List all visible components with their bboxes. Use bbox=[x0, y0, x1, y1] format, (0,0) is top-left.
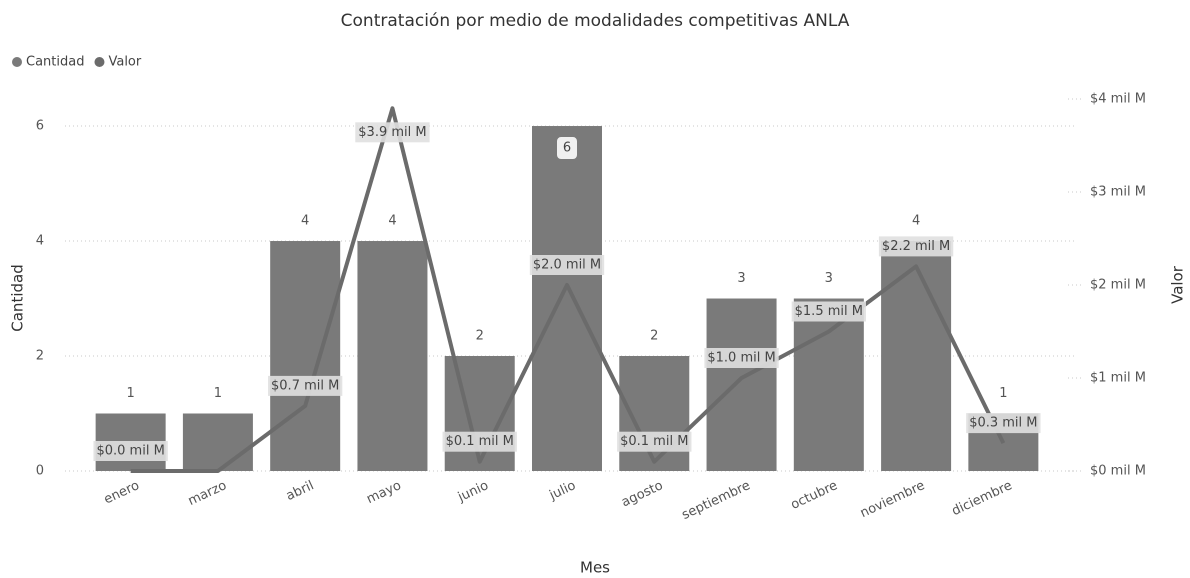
data-label-box bbox=[791, 301, 866, 322]
y2-tick-label: $2 mil M bbox=[1090, 278, 1146, 293]
y2-tick-label: $0 mil M bbox=[1090, 464, 1146, 479]
x-tick-label: noviembre bbox=[858, 478, 927, 521]
y-tick-label: 2 bbox=[36, 349, 44, 364]
x-tick-label: abril bbox=[284, 478, 316, 504]
data-label-box bbox=[878, 236, 954, 257]
data-label: $0.1 mil M bbox=[446, 434, 514, 449]
data-label-box bbox=[617, 431, 692, 452]
bar bbox=[357, 241, 428, 471]
x-tick-label: mayo bbox=[364, 478, 403, 507]
x-tick-label: julio bbox=[546, 478, 578, 503]
data-label: $2.0 mil M bbox=[533, 258, 601, 273]
data-label: 1 bbox=[999, 386, 1007, 401]
legend-marker bbox=[12, 57, 22, 67]
x-tick-label: diciembre bbox=[950, 478, 1015, 519]
data-label: 4 bbox=[301, 214, 309, 229]
data-label-box bbox=[529, 255, 605, 275]
data-label: 4 bbox=[912, 214, 920, 229]
legend-label: Cantidad bbox=[26, 55, 84, 70]
bar bbox=[270, 241, 341, 471]
legend-marker bbox=[94, 57, 105, 67]
data-label: 1 bbox=[126, 386, 134, 401]
data-label: $0.0 mil M bbox=[96, 444, 164, 459]
data-label: $0.3 mil M bbox=[969, 416, 1037, 431]
bar bbox=[182, 413, 253, 471]
x-tick-label: octubre bbox=[789, 478, 840, 513]
data-label-box bbox=[557, 137, 577, 160]
y2-tick-label: $1 mil M bbox=[1090, 371, 1146, 386]
y-tick-label: 4 bbox=[36, 234, 44, 249]
data-label: $2.2 mil M bbox=[882, 239, 950, 254]
data-label-box bbox=[268, 375, 343, 396]
y2-tick-label: $4 mil M bbox=[1090, 92, 1146, 107]
y2-axis-title: Valor bbox=[1169, 265, 1187, 304]
bar bbox=[706, 298, 777, 471]
data-label: 3 bbox=[825, 271, 833, 286]
data-label: 2 bbox=[476, 329, 484, 344]
y2-tick-label: $3 mil M bbox=[1090, 185, 1146, 200]
legend-label: Valor bbox=[108, 55, 141, 70]
y-axis-title: Cantidad bbox=[9, 264, 27, 331]
chart-title: Contratación por medio de modalidades co… bbox=[341, 11, 850, 31]
data-label-box bbox=[93, 441, 168, 461]
x-tick-label: agosto bbox=[619, 478, 665, 510]
data-label: $3.9 mil M bbox=[358, 125, 426, 140]
x-tick-label: marzo bbox=[186, 478, 229, 509]
data-label: 4 bbox=[388, 214, 396, 229]
data-label: $1.5 mil M bbox=[795, 304, 863, 319]
data-label-box bbox=[966, 413, 1041, 434]
data-label: 2 bbox=[650, 329, 658, 344]
x-axis-title: Mes bbox=[580, 559, 610, 577]
bar bbox=[793, 298, 864, 471]
x-tick-label: junio bbox=[455, 478, 491, 505]
x-tick-label: enero bbox=[102, 478, 142, 507]
data-label-box bbox=[355, 122, 430, 143]
data-label: $1.0 mil M bbox=[707, 351, 775, 366]
data-label: 3 bbox=[737, 271, 745, 286]
bar bbox=[532, 126, 602, 471]
data-label: 1 bbox=[214, 386, 222, 401]
y-tick-label: 6 bbox=[36, 119, 44, 134]
bar bbox=[881, 241, 952, 471]
y-tick-label: 0 bbox=[36, 464, 44, 479]
data-label: $0.1 mil M bbox=[620, 434, 688, 449]
x-tick-label: septiembre bbox=[680, 478, 753, 523]
data-label: $0.7 mil M bbox=[271, 378, 339, 393]
data-label: 6 bbox=[563, 141, 571, 156]
data-label-box bbox=[442, 431, 517, 452]
data-label-box bbox=[704, 348, 779, 368]
